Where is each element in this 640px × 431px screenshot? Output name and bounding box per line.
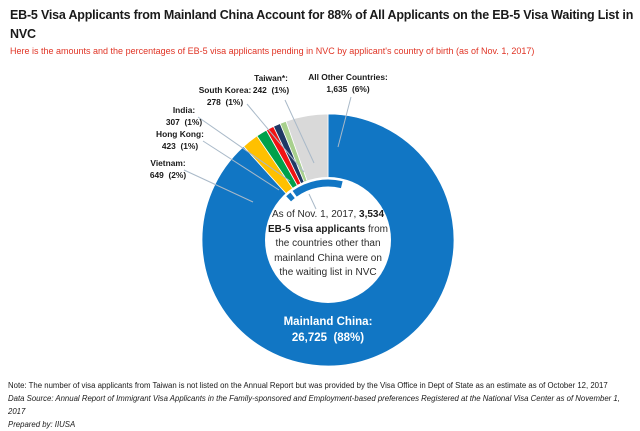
slice-label-mainland-china: Mainland China: 26,725 (88%) xyxy=(283,316,373,344)
center-annotation-suffix: from the countries other than mainland C… xyxy=(274,223,389,279)
label-leader-line xyxy=(183,169,254,203)
label-leader-line xyxy=(202,140,280,191)
center-annotation-bold: 3,534 EB-5 visa applicants xyxy=(267,209,385,235)
slice-label-all-other-countries: All Other Countries: 1,635 (6%) xyxy=(308,72,388,94)
slice-label-vietnam: Vietnam: 649 (2%) xyxy=(149,158,187,180)
footer-notes: Note: The number of visa applicants from… xyxy=(8,379,636,431)
donut-hole xyxy=(265,177,391,303)
center-annotation-prefix: As of Nov. 1, 2017, xyxy=(271,209,360,220)
slice-label-taiwan: Taiwan*: 242 (1%) xyxy=(252,73,290,95)
label-leader-line xyxy=(246,103,305,173)
label-leader-line xyxy=(337,96,352,148)
slice-label-india: India: 307 (1%) xyxy=(165,105,203,127)
non-china-highlight-arc xyxy=(286,192,295,202)
slice-label-hong-kong: Hong Kong: 423 (1%) xyxy=(156,129,204,151)
label-leader-line xyxy=(197,116,291,182)
slice-label-south-korea: South Korea: 278 (1%) xyxy=(198,85,252,107)
data-source-note: Data Source: Annual Report of Immigrant … xyxy=(8,394,620,416)
subtitle: Here is the amounts and the percentages … xyxy=(10,46,535,56)
label-leader-line xyxy=(284,99,315,164)
center-annotation: As of Nov. 1, 2017, 3,534 EB-5 visa appl… xyxy=(266,208,390,281)
non-china-highlight-arc xyxy=(292,179,343,197)
prepared-by-note: Prepared by: IIUSA xyxy=(8,420,76,429)
footnote-taiwan: Note: The number of visa applicants from… xyxy=(8,381,608,390)
center-annotation-leader-line xyxy=(308,193,317,210)
page-title: EB-5 Visa Applicants from Mainland China… xyxy=(10,8,634,41)
